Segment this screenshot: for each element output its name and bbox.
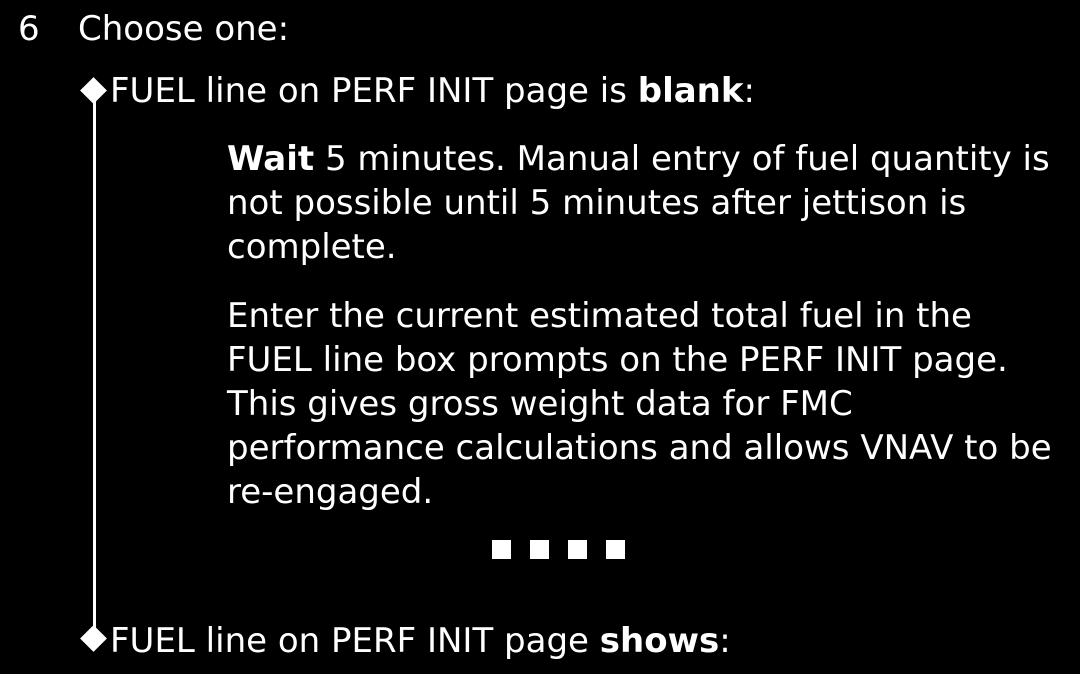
end-square-icon	[568, 540, 587, 559]
instruction-text: Enter the current estimated total fuel i…	[227, 296, 1052, 512]
step-number: 6	[18, 9, 40, 49]
option-diamond-icon	[80, 77, 107, 104]
instruction-wait: Wait 5 minutes. Manual entry of fuel qua…	[227, 137, 1067, 269]
option-text: FUEL line on PERF INIT page	[110, 621, 600, 661]
option-diamond-icon	[80, 625, 107, 652]
end-square-icon	[492, 540, 511, 559]
option-colon: :	[719, 621, 731, 661]
instruction-keyword: Wait	[227, 139, 315, 179]
option-keyword: blank	[637, 71, 744, 111]
option-text: FUEL line on PERF INIT page is	[110, 71, 638, 111]
end-square-icon	[606, 540, 625, 559]
instruction-enter-fuel: Enter the current estimated total fuel i…	[227, 294, 1067, 514]
option-keyword: shows	[599, 621, 720, 661]
option-fuel-shows[interactable]: FUEL line on PERF INIT page shows:	[110, 619, 731, 663]
end-of-procedure-marker	[492, 540, 625, 559]
option-branch-line	[93, 92, 96, 637]
instruction-text: 5 minutes. Manual entry of fuel quantity…	[227, 139, 1050, 267]
end-square-icon	[530, 540, 549, 559]
option-fuel-blank[interactable]: FUEL line on PERF INIT page is blank:	[110, 69, 755, 113]
step-title: Choose one:	[78, 9, 290, 49]
option-colon: :	[743, 71, 755, 111]
